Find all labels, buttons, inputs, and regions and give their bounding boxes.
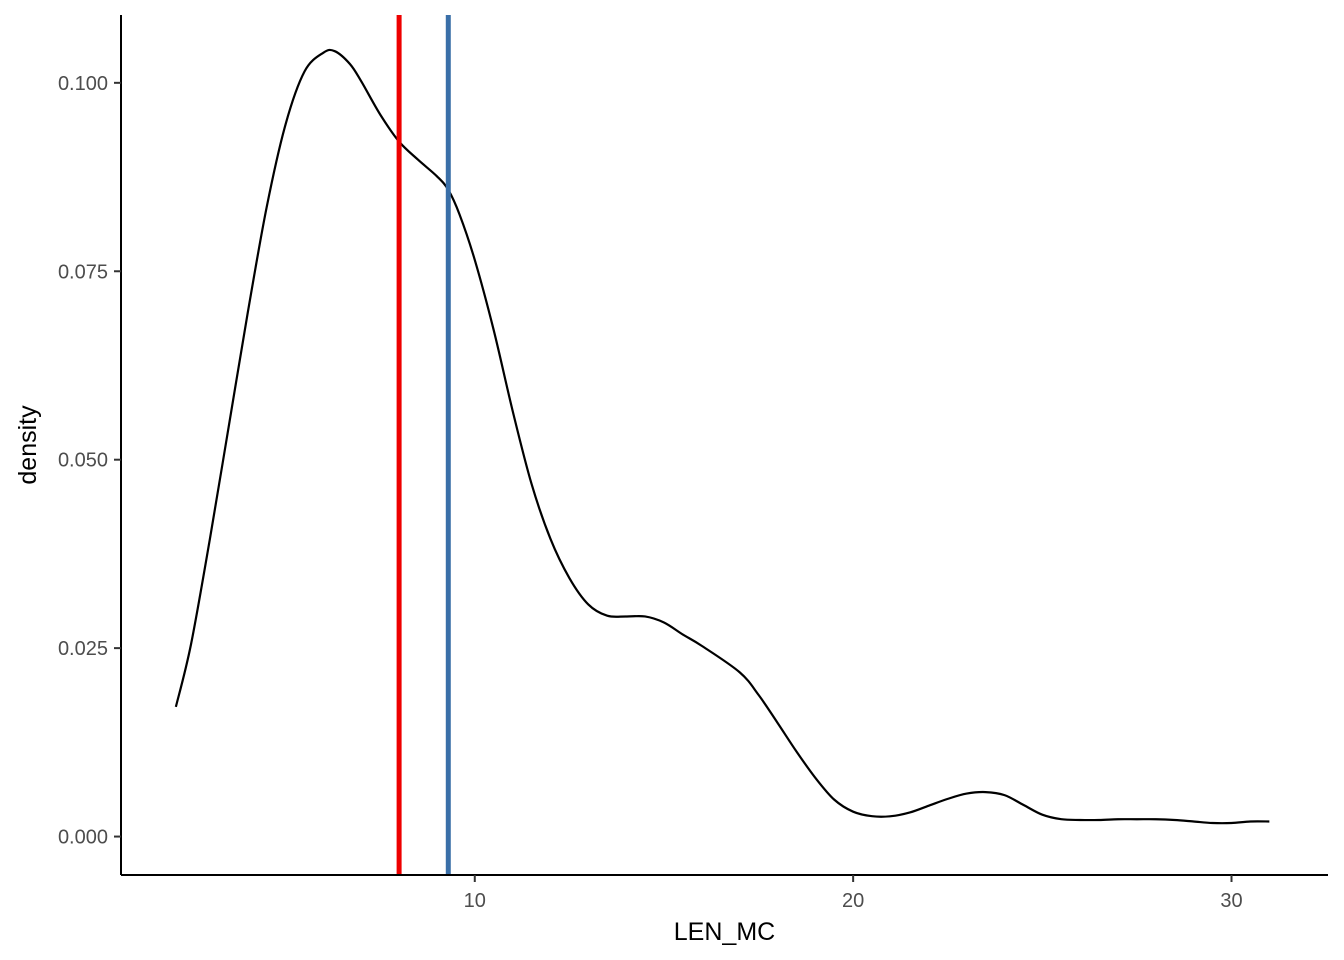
y-tick-label: 0.025 <box>58 638 108 660</box>
y-tick-label: 0.100 <box>58 73 108 95</box>
x-tick-label: 30 <box>1220 890 1242 912</box>
x-ticks: 10 20 30 <box>464 875 1243 912</box>
vline-layer <box>396 15 451 875</box>
y-tick-label: 0.075 <box>58 261 108 283</box>
curve-layer <box>174 48 1270 825</box>
x-tick-label: 10 <box>464 890 486 912</box>
density-curve <box>174 48 1270 825</box>
y-tick-label: 0.050 <box>58 450 108 472</box>
x-axis-title: LEN_MC <box>674 918 775 946</box>
x-tick-label: 20 <box>842 890 864 912</box>
axis-layer <box>120 15 1328 876</box>
y-ticks: 0.000 0.025 0.050 0.075 0.100 <box>58 73 121 849</box>
y-axis-title: density <box>14 405 42 485</box>
y-tick-label: 0.000 <box>58 827 108 849</box>
